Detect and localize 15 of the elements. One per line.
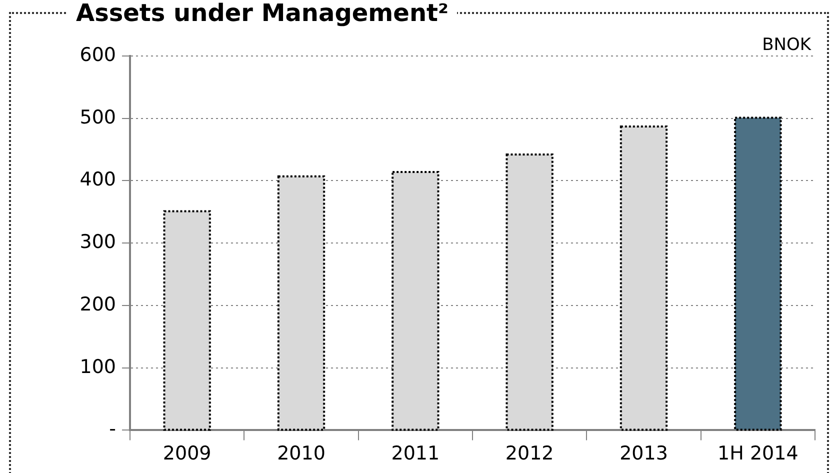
x-tick-label: 2010: [277, 442, 326, 465]
chart-title: Assets under Management²: [68, 0, 457, 28]
y-tick-label: 600: [80, 44, 116, 66]
x-tick-label: 2009: [162, 442, 212, 465]
x-tick-label: 2011: [391, 442, 440, 465]
y-tick-label: 300: [80, 231, 116, 254]
x-tick-label: 2012: [505, 442, 554, 465]
y-tick-label: -: [109, 418, 116, 440]
x-tick-label: 2013: [620, 442, 668, 465]
text: BNOK: [762, 34, 812, 55]
y-tick-label: 400: [80, 168, 116, 191]
x-tick-label: 1H 2014: [718, 442, 798, 465]
y-tick-label: 500: [80, 106, 116, 128]
y-tick-label: 200: [80, 293, 116, 316]
y-tick-label: 100: [80, 356, 116, 378]
